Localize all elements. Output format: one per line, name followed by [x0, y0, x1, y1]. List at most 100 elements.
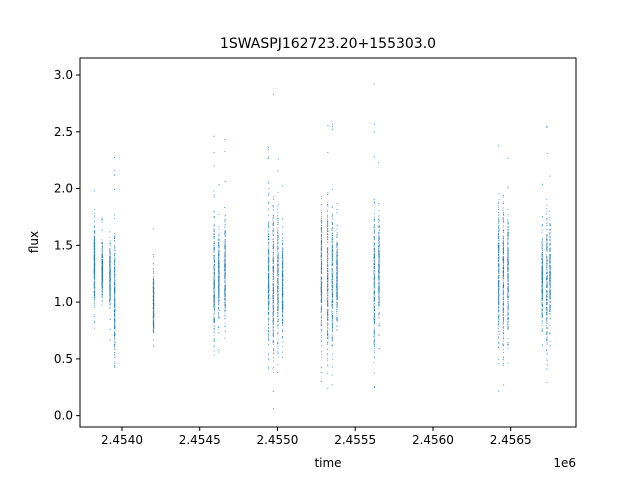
- data-point: [224, 254, 226, 255]
- data-point: [113, 282, 115, 284]
- data-point: [378, 260, 380, 262]
- data-point: [114, 317, 115, 319]
- data-point: [272, 328, 274, 330]
- data-point: [218, 277, 220, 279]
- data-point: [113, 236, 115, 238]
- data-point: [373, 266, 375, 268]
- data-point: [282, 292, 284, 294]
- data-point: [109, 300, 111, 302]
- data-point: [277, 243, 279, 245]
- data-point: [327, 291, 329, 292]
- data-point: [320, 268, 322, 270]
- data-point: [378, 286, 380, 287]
- data-point: [282, 257, 283, 259]
- data-point: [281, 309, 283, 311]
- data-point: [378, 244, 380, 246]
- data-point: [502, 219, 504, 221]
- data-point: [281, 242, 283, 244]
- data-point: [218, 307, 220, 309]
- data-point: [326, 217, 328, 219]
- data-point: [213, 313, 215, 315]
- data-point: [321, 297, 323, 299]
- data-point: [213, 334, 215, 336]
- data-point: [321, 221, 323, 223]
- data-point: [327, 254, 329, 256]
- data-point: [94, 261, 96, 263]
- data-point: [224, 252, 226, 254]
- data-point: [320, 301, 322, 303]
- data-point: [321, 247, 323, 249]
- data-point: [114, 346, 116, 348]
- data-point: [497, 232, 499, 234]
- data-point: [502, 308, 504, 310]
- data-point: [268, 241, 270, 243]
- data-point: [320, 261, 322, 263]
- data-point: [277, 258, 279, 260]
- data-point: [373, 356, 375, 358]
- data-point: [327, 236, 328, 238]
- data-point: [272, 288, 274, 290]
- data-point: [152, 280, 154, 282]
- data-point: [114, 169, 116, 171]
- data-point: [218, 255, 220, 257]
- data-point: [213, 268, 215, 270]
- data-point: [109, 287, 111, 289]
- data-point: [153, 326, 155, 327]
- data-point: [153, 284, 155, 286]
- data-point: [114, 259, 116, 260]
- data-point: [213, 260, 215, 262]
- data-point: [327, 222, 329, 224]
- data-point: [331, 262, 333, 264]
- data-point: [320, 318, 322, 320]
- data-point: [272, 224, 274, 226]
- data-point: [320, 294, 322, 296]
- data-point: [268, 294, 270, 296]
- data-point: [502, 250, 504, 251]
- data-point: [268, 282, 270, 284]
- data-point: [336, 318, 338, 320]
- data-point: [281, 244, 283, 246]
- data-point: [503, 253, 504, 255]
- data-point: [268, 236, 270, 238]
- data-point: [332, 327, 333, 329]
- data-point: [109, 296, 111, 298]
- data-point: [374, 339, 375, 340]
- data-point: [497, 283, 499, 285]
- data-point: [503, 238, 504, 240]
- data-point: [93, 252, 95, 254]
- data-point: [277, 249, 279, 251]
- data-point: [378, 226, 380, 228]
- data-point: [272, 248, 274, 250]
- data-point: [331, 271, 333, 273]
- data-point: [378, 305, 380, 307]
- data-point: [114, 267, 116, 269]
- data-point: [373, 244, 375, 245]
- data-point: [277, 235, 279, 237]
- data-point: [224, 303, 226, 305]
- data-point: [213, 299, 215, 301]
- data-point: [101, 287, 103, 289]
- data-point: [213, 291, 215, 293]
- data-point: [268, 272, 270, 274]
- data-point: [224, 311, 226, 313]
- data-point: [218, 269, 220, 271]
- data-point: [373, 290, 375, 292]
- data-point: [373, 291, 375, 293]
- data-point: [268, 334, 270, 336]
- data-point: [267, 214, 269, 216]
- data-point: [498, 390, 500, 392]
- data-point: [320, 242, 322, 243]
- data-point: [94, 247, 95, 249]
- data-point: [373, 342, 375, 344]
- data-point: [93, 321, 95, 323]
- data-point: [218, 266, 220, 268]
- data-point: [332, 281, 333, 283]
- data-point: [114, 188, 115, 190]
- data-point: [109, 264, 111, 266]
- data-point: [277, 287, 279, 288]
- data-point: [272, 311, 274, 313]
- data-point: [213, 283, 215, 285]
- data-point: [327, 194, 329, 196]
- data-point: [218, 244, 220, 246]
- data-point: [282, 267, 283, 269]
